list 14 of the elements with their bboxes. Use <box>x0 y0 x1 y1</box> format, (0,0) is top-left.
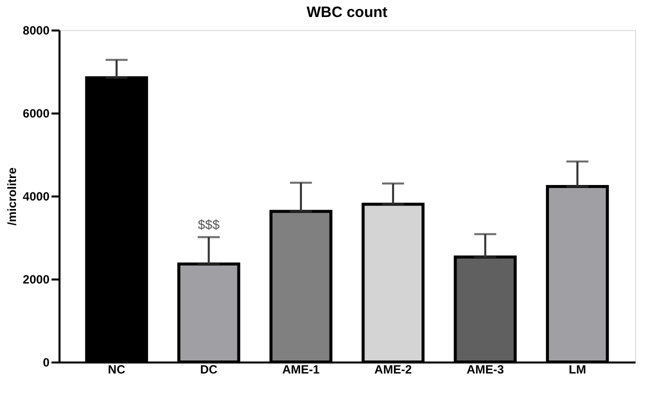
y-tick-label: 0 <box>42 356 50 370</box>
y-tick-label: 8000 <box>22 24 50 38</box>
x-tick-label: AME-1 <box>282 362 320 376</box>
x-tick-label: AME-2 <box>374 362 412 376</box>
x-tick-label: NC <box>108 362 126 376</box>
x-tick-label: LM <box>568 362 586 376</box>
chart-title: WBC count <box>306 4 388 21</box>
y-tick-label: 6000 <box>22 106 50 120</box>
x-tick-label: DC <box>200 362 218 376</box>
y-tick-label: 2000 <box>22 272 50 286</box>
y-axis-title: /microlitre <box>4 167 19 226</box>
annotation: $$$ <box>198 217 220 232</box>
y-tick-label: 4000 <box>22 190 50 204</box>
x-tick-label: AME-3 <box>466 362 504 376</box>
